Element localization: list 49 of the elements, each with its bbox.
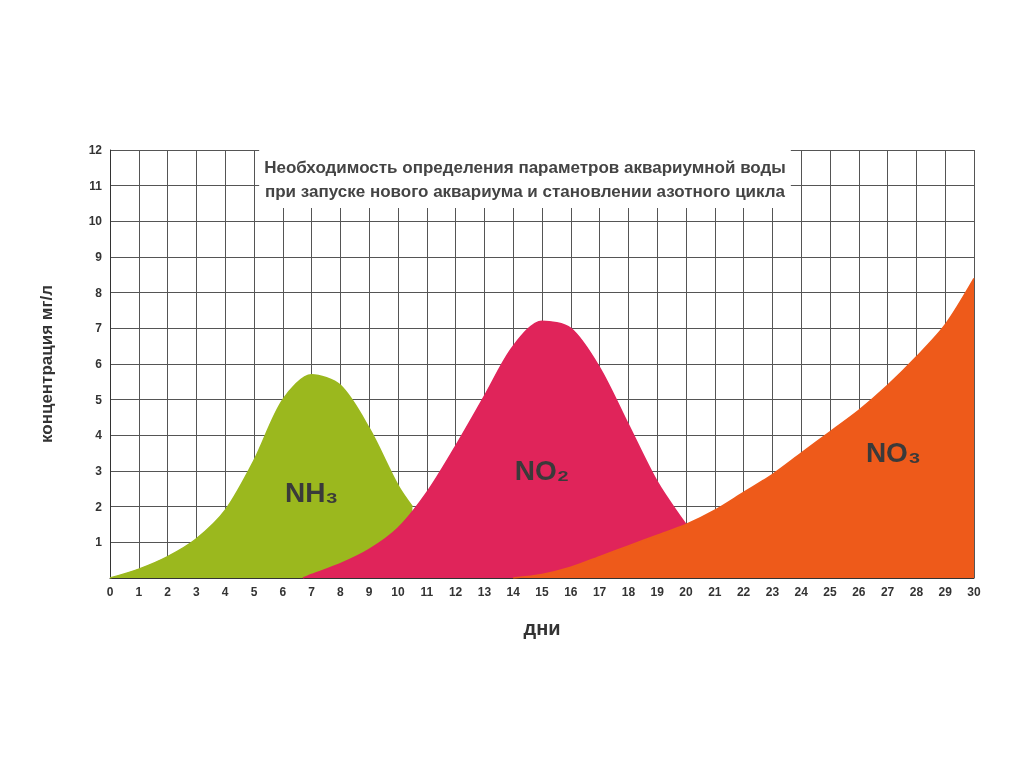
series-label: NH₃ (284, 477, 339, 509)
x-tick-label: 11 (420, 585, 434, 599)
x-tick-label: 23 (765, 585, 780, 599)
y-tick-label: 11 (89, 178, 103, 193)
x-tick-label: 1 (135, 585, 143, 599)
x-tick-label: 10 (391, 585, 405, 599)
x-tick-label: 18 (621, 585, 636, 599)
text: Необходимость определения параметров аквариумной воды при запуске нового аквариума и становлении азотного цикла (264, 157, 786, 201)
x-tick-label: 7 (308, 585, 316, 599)
x-tick-label: 12 (448, 585, 463, 599)
x-tick-label: 30 (967, 585, 981, 599)
x-tick-label: 26 (852, 585, 866, 599)
x-tick-label: 0 (106, 585, 114, 599)
y-tick-label: 4 (95, 428, 103, 443)
x-tick-label: 27 (880, 585, 895, 599)
y-tick-label: 7 (95, 321, 103, 336)
y-tick-label: 1 (95, 535, 103, 550)
x-tick-label: 4 (221, 585, 229, 599)
x-tick-label: 6 (279, 585, 287, 599)
y-axis-title: концентрация мг/л (37, 285, 56, 443)
x-axis-title: дни (523, 617, 561, 639)
x-tick-label: 3 (193, 585, 201, 599)
x-tick-label: 8 (337, 585, 345, 599)
y-tick-label: 9 (95, 250, 103, 264)
x-tick-label: 13 (477, 585, 492, 599)
y-tick-label: 3 (95, 464, 103, 478)
x-tick-label: 5 (250, 585, 258, 599)
x-tick-label: 25 (823, 585, 837, 599)
y-tick-label: 10 (88, 214, 103, 229)
y-tick-label: 6 (95, 357, 103, 371)
x-tick-label: 15 (535, 585, 549, 599)
x-tick-label: 28 (909, 585, 924, 599)
x-tick-label: 20 (679, 585, 693, 599)
x-tick-label: 21 (708, 585, 722, 599)
x-tick-label: 2 (164, 585, 172, 599)
x-tick-label: 22 (736, 585, 751, 599)
series-label: NO₃ (865, 436, 921, 468)
series-label: NO₂ (514, 454, 570, 486)
x-tick-label: 16 (564, 585, 578, 599)
y-tick-label: 8 (95, 285, 103, 300)
x-tick-label: 14 (506, 585, 521, 599)
y-tick-label: 5 (95, 392, 103, 407)
y-tick-label: 2 (95, 499, 103, 514)
x-tick-label: 29 (938, 585, 953, 599)
x-tick-label: 17 (592, 585, 607, 599)
y-tick-label: 12 (88, 143, 103, 157)
x-tick-label: 19 (650, 585, 665, 599)
x-tick-label: 9 (365, 585, 373, 599)
x-tick-label: 24 (794, 585, 809, 599)
